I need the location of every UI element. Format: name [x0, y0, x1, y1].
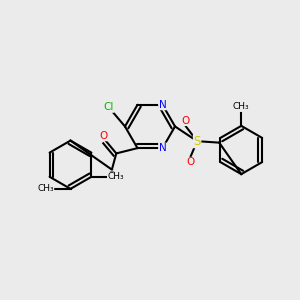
Text: CH₃: CH₃ — [37, 184, 54, 194]
Text: CH₃: CH₃ — [233, 102, 250, 111]
Text: Cl: Cl — [103, 102, 114, 112]
Text: O: O — [108, 171, 116, 181]
Text: O: O — [100, 131, 108, 141]
Text: S: S — [194, 135, 201, 148]
Text: N: N — [159, 143, 167, 153]
Text: O: O — [182, 116, 190, 126]
Text: N: N — [159, 100, 167, 110]
Text: CH₃: CH₃ — [107, 172, 124, 181]
Text: O: O — [187, 158, 195, 167]
